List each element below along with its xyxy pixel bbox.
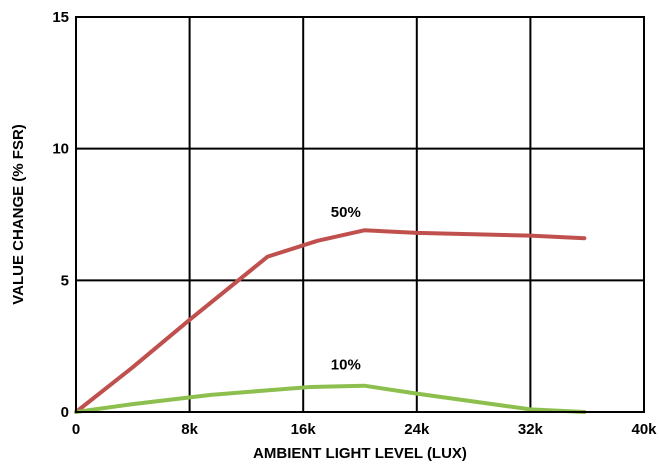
x-tick-label: 40k	[631, 421, 657, 438]
series-line-0	[74, 228, 587, 414]
x-axis-label: AMBIENT LIGHT LEVEL (LUX)	[253, 445, 467, 462]
series-labels: 50% 10%	[331, 204, 361, 374]
tick-labels: 0 8k 16k 24k 32k 40k 0 5 10 15	[52, 9, 657, 438]
x-tick-label: 8k	[181, 421, 198, 438]
series-line-1	[74, 383, 587, 414]
x-tick-label: 32k	[518, 421, 544, 438]
x-tick-label: 24k	[404, 421, 430, 438]
x-tick-label: 16k	[291, 421, 317, 438]
y-tick-label: 15	[52, 9, 69, 26]
plot-frame	[75, 16, 645, 413]
y-axis-label: VALUE CHANGE (% FSR)	[10, 124, 27, 305]
series-lines	[74, 228, 587, 414]
series-label-1: 10%	[331, 357, 361, 374]
y-tick-label: 5	[61, 272, 69, 289]
x-tick-label: 0	[72, 421, 80, 438]
series-label-0: 50%	[331, 204, 361, 221]
y-tick-label: 0	[61, 404, 69, 421]
y-tick-label: 10	[52, 141, 69, 158]
